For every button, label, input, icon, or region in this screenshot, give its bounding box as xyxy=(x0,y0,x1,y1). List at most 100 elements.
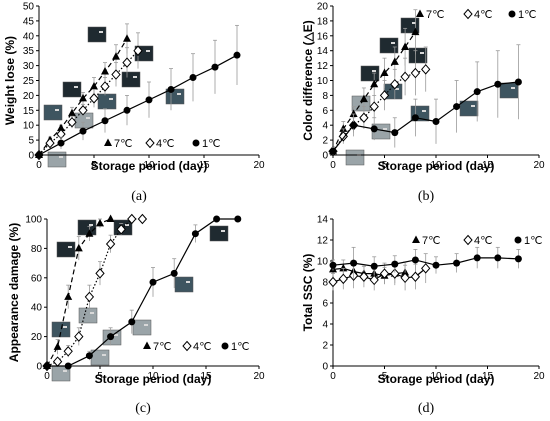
y-tick-label: 6 xyxy=(322,106,328,117)
data-point xyxy=(411,256,419,264)
sample-photo-thumbnail-label xyxy=(412,22,416,24)
data-point xyxy=(122,57,132,68)
legend-marker-diamond-icon xyxy=(182,340,192,352)
y-tick-label: 14 xyxy=(317,46,329,57)
y-tick-label: 2 xyxy=(322,341,328,352)
x-tick-label: 0 xyxy=(330,160,336,171)
data-point xyxy=(107,333,115,341)
sample-photo-thumbnail xyxy=(97,93,117,110)
data-point xyxy=(211,63,219,71)
data-point xyxy=(432,261,440,269)
series-3 xyxy=(35,24,241,159)
data-point xyxy=(369,274,379,286)
sample-photo-thumbnail xyxy=(78,307,98,324)
legend: 7℃ 4℃ 1℃ xyxy=(104,137,220,150)
sample-photo-thumbnail xyxy=(51,321,71,338)
data-point xyxy=(473,254,481,262)
y-tick-label: 10 xyxy=(23,121,35,132)
y-tick-label: 14 xyxy=(317,215,329,226)
data-point xyxy=(213,215,221,223)
sample-photo-thumbnail-label xyxy=(99,31,103,33)
sample-photo-thumbnail-label xyxy=(186,281,190,283)
data-point xyxy=(63,346,73,357)
y-tick-label: 25 xyxy=(23,76,35,87)
data-point xyxy=(390,57,399,65)
sample-photo-thumbnail-label xyxy=(59,156,63,158)
data-point xyxy=(127,213,137,225)
data-point xyxy=(189,74,197,82)
data-point xyxy=(57,123,65,132)
y-tick-label: 2 xyxy=(322,136,328,147)
sample-photo-thumbnail xyxy=(74,112,94,129)
sample-photo-thumbnail-label xyxy=(422,110,426,112)
data-point xyxy=(391,129,399,137)
x-tick-label: 5 xyxy=(382,160,388,171)
legend: 7℃ 4℃ 1℃ xyxy=(416,8,536,21)
x-tick-label: 5 xyxy=(382,371,388,382)
data-point xyxy=(410,67,421,79)
data-point xyxy=(514,255,522,263)
data-point xyxy=(57,139,65,147)
data-point xyxy=(359,94,368,103)
sample-photo-thumbnail-label xyxy=(74,86,78,88)
sample-photo-thumbnail xyxy=(56,241,76,258)
series-line xyxy=(38,50,139,156)
sample-photo-thumbnail-label xyxy=(383,128,387,130)
data-point xyxy=(401,42,410,50)
data-point xyxy=(338,273,348,285)
sample-photo-thumbnail-label xyxy=(471,105,475,107)
sample-photo-thumbnail-body xyxy=(174,276,194,293)
y-tick-label: 12 xyxy=(317,61,329,72)
data-point xyxy=(329,147,337,155)
legend-marker-circle-icon xyxy=(192,139,200,147)
y-tick-label: 8 xyxy=(322,278,328,289)
chart-panel-2: 0 5 10 15 20 0 2 4 6 8 10 12 14 16 18 20 Storage period … xyxy=(301,2,545,205)
y-tick-label: 15 xyxy=(23,106,35,117)
sample-photo-thumbnail-label xyxy=(55,109,59,111)
data-point xyxy=(84,291,95,303)
series-line xyxy=(38,54,238,156)
data-point xyxy=(233,51,241,59)
legend-label: 4℃ xyxy=(193,341,211,353)
y-axis-title: Weight lose (%) xyxy=(3,36,17,125)
sample-photo-thumbnail xyxy=(459,100,479,117)
data-point xyxy=(133,45,143,56)
sample-photo-thumbnail-label xyxy=(420,52,424,54)
sample-photo-thumbnail-label xyxy=(133,76,137,78)
data-point xyxy=(67,116,77,128)
y-tick-label: 30 xyxy=(23,61,35,72)
sample-photo-thumbnail-label xyxy=(89,224,93,226)
sample-photo-thumbnail xyxy=(174,276,194,293)
data-point xyxy=(453,103,461,111)
legend-marker-circle-icon xyxy=(221,342,229,350)
legend: 7℃ 4℃ 1℃ xyxy=(412,234,542,247)
series-3 xyxy=(43,215,242,370)
legend-marker-triangle-icon xyxy=(412,235,420,243)
sample-photo-thumbnail xyxy=(62,81,82,98)
data-point xyxy=(350,121,358,129)
sample-photo-thumbnail-body xyxy=(77,219,97,236)
data-point xyxy=(89,93,99,104)
series-2 xyxy=(328,46,431,157)
x-axis-title: Storage period (day) xyxy=(378,372,495,386)
data-point xyxy=(494,254,502,262)
data-point xyxy=(101,67,109,75)
data-point xyxy=(390,268,400,279)
x-axis-title: Storage period (day) xyxy=(91,159,208,173)
data-point xyxy=(359,271,369,283)
sample-photo-thumbnail-label xyxy=(109,98,113,100)
y-tick-label: 20 xyxy=(23,91,35,102)
panel-label: (d) xyxy=(418,401,435,416)
sample-photo-thumbnail-label xyxy=(125,224,129,226)
sample-photo-thumbnail-body xyxy=(87,26,107,43)
sample-photo-thumbnail-label xyxy=(395,88,399,90)
data-point xyxy=(100,81,110,92)
y-tick-label: 12 xyxy=(317,236,329,247)
x-tick-label: 20 xyxy=(533,371,545,382)
x-tick-label: 5 xyxy=(91,160,97,171)
y-tick-label: 16 xyxy=(317,31,329,42)
data-point xyxy=(329,261,337,269)
series-2 xyxy=(42,213,148,372)
legend-label: 1℃ xyxy=(231,341,249,353)
